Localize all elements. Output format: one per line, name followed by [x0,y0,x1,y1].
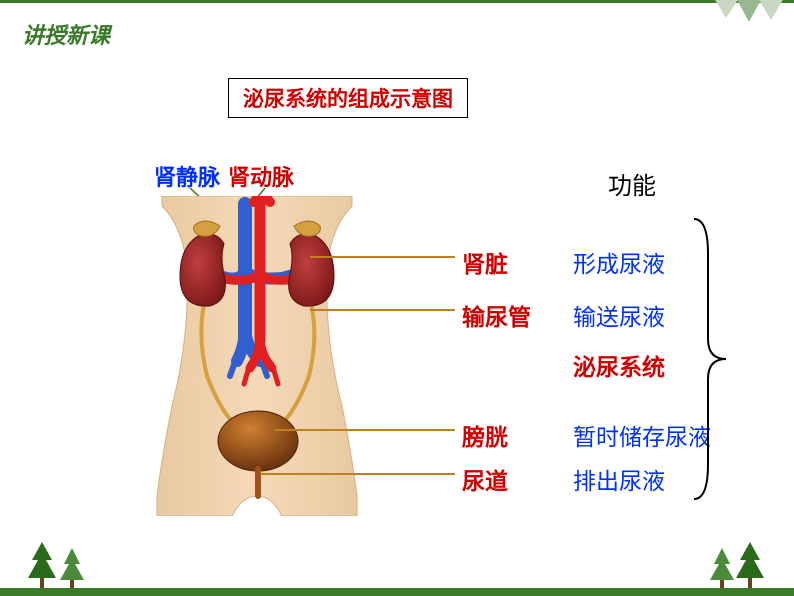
organ-label-bladder: 膀胱 [462,418,508,452]
tree-decoration-left [24,542,94,592]
function-label-kidney: 形成尿液 [573,245,665,279]
header-title: 讲授新课 [22,18,110,50]
function-label-urethra: 排出尿液 [573,462,665,496]
renal-vein-label: 肾静脉 [154,165,220,190]
function-header: 功能 [608,166,656,201]
bottom-border [0,588,794,596]
renal-artery-label: 肾动脉 [228,165,294,190]
leader-line-bladder [275,429,455,431]
leader-line-ureter [310,309,455,311]
system-label: 泌尿系统 [573,348,665,382]
curly-brace [686,214,736,504]
organ-label-ureter: 输尿管 [462,298,531,332]
organ-label-urethra: 尿道 [462,462,508,496]
tree-decoration-right [700,542,770,592]
chevron-decoration [714,0,784,36]
organ-label-kidney: 肾脏 [462,245,508,279]
diagram-title: 泌尿系统的组成示意图 [228,78,468,118]
function-label-ureter: 输送尿液 [573,298,665,332]
top-border [0,0,794,3]
leader-line-urethra [260,473,455,475]
leader-line-kidney [310,256,455,258]
urinary-system-illustration [132,196,382,516]
